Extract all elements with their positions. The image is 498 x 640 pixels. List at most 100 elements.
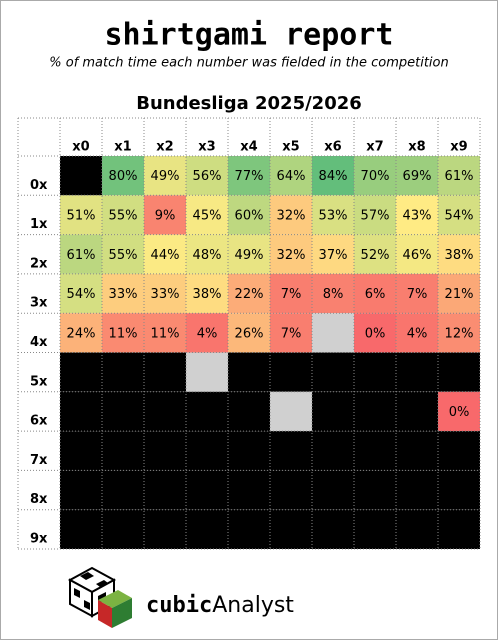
heat-cell: [60, 273, 102, 314]
empty-cell: [228, 431, 270, 471]
column-label: x2: [156, 140, 173, 155]
heat-cell: [438, 391, 480, 432]
cell-label: 45%: [193, 208, 222, 223]
empty-cell: [228, 470, 270, 510]
row-label: 6x: [30, 414, 48, 429]
cell-label: 64%: [277, 169, 306, 184]
cell-label: 24%: [67, 326, 96, 341]
empty-cell: [354, 391, 396, 432]
column-label: x1: [114, 140, 131, 155]
heat-cell: [354, 313, 396, 353]
heat-cell: [186, 195, 228, 235]
empty-cell: [396, 352, 438, 392]
cell-label: 69%: [403, 169, 432, 184]
cell-label: 7%: [281, 326, 302, 341]
empty-cell: [396, 509, 438, 549]
heat-cell: [228, 273, 270, 314]
empty-cell: [312, 509, 354, 549]
empty-cell: [144, 470, 186, 510]
heat-cell: [312, 273, 354, 314]
heat-cell: [438, 195, 480, 235]
cell-label: 6%: [365, 287, 386, 302]
empty-cell: [396, 391, 438, 432]
cell-label: 70%: [361, 169, 390, 184]
cell-label: 53%: [319, 208, 348, 223]
empty-cell: [270, 470, 312, 510]
cell-label: 55%: [109, 208, 138, 223]
row-label: 3x: [30, 296, 48, 311]
empty-cell: [144, 352, 186, 392]
row-label: 0x: [30, 178, 48, 193]
empty-cell: [354, 431, 396, 471]
heat-cell: [312, 195, 354, 235]
heat-cell: [270, 156, 312, 196]
column-label: x5: [282, 140, 299, 155]
heat-cell: [228, 234, 270, 274]
cell-label: 38%: [445, 248, 474, 263]
heading: Bundesliga 2025/2026: [136, 93, 362, 114]
heat-cell: [186, 234, 228, 274]
heat-cell: [102, 313, 144, 353]
cell-label: 51%: [67, 208, 96, 223]
heat-cell: [228, 156, 270, 196]
empty-cell: [144, 431, 186, 471]
column-label: x0: [72, 140, 89, 155]
heat-cell: [186, 156, 228, 196]
heat-cell: [354, 156, 396, 196]
heat-cell: [438, 313, 480, 353]
brand: cubicAnalyst: [146, 593, 294, 618]
heat-cell: [438, 234, 480, 274]
cell-label: 21%: [445, 287, 474, 302]
empty-cell: [438, 509, 480, 549]
heat-cell: [396, 313, 438, 353]
row-label: 7x: [30, 453, 48, 468]
empty-cell: [60, 470, 102, 510]
heat-cell: [102, 156, 144, 196]
empty-cell: [354, 470, 396, 510]
empty-cell: [228, 509, 270, 549]
heat-cell: [270, 273, 312, 314]
column-label: x3: [198, 140, 215, 155]
cell-label: 4%: [197, 326, 218, 341]
empty-cell: [438, 470, 480, 510]
cell-label: 9%: [155, 208, 176, 223]
empty-cell: [270, 352, 312, 392]
heat-cell: [144, 156, 186, 196]
cell-label: 33%: [109, 287, 138, 302]
empty-cell: [270, 431, 312, 471]
cell-label: 44%: [151, 248, 180, 263]
empty-cell: [144, 391, 186, 432]
heat-cell: [270, 234, 312, 274]
cell-label: 33%: [151, 287, 180, 302]
empty-cell: [438, 352, 480, 392]
cell-label: 7%: [407, 287, 428, 302]
empty-cell: [102, 470, 144, 510]
cell-label: 11%: [109, 326, 138, 341]
cell-label: 0%: [449, 405, 470, 420]
heat-cell: [102, 234, 144, 274]
heat-cell: [60, 234, 102, 274]
brand-bold: cubic: [146, 593, 212, 618]
empty-cell: [186, 470, 228, 510]
heat-cell: [60, 313, 102, 353]
cell-label: 54%: [445, 208, 474, 223]
heat-cell: [144, 313, 186, 353]
column-label: x6: [324, 140, 341, 155]
empty-cell: [186, 509, 228, 549]
heat-cell: [102, 195, 144, 235]
cell-label: 46%: [403, 248, 432, 263]
heat-cell: [144, 234, 186, 274]
cell-label: 32%: [277, 248, 306, 263]
cell-label: 48%: [193, 248, 222, 263]
subtitle: % of match time each number was fielded …: [49, 56, 448, 71]
cell-label: 0%: [365, 326, 386, 341]
empty-cell: [228, 391, 270, 432]
empty-cell: [144, 509, 186, 549]
column-label: x7: [366, 140, 383, 155]
cell-label: 54%: [67, 287, 96, 302]
heat-cell: [396, 234, 438, 274]
unavailable-cell: [270, 391, 312, 432]
heat-cell: [60, 195, 102, 235]
row-label: 1x: [30, 217, 48, 232]
empty-cell: [102, 391, 144, 432]
